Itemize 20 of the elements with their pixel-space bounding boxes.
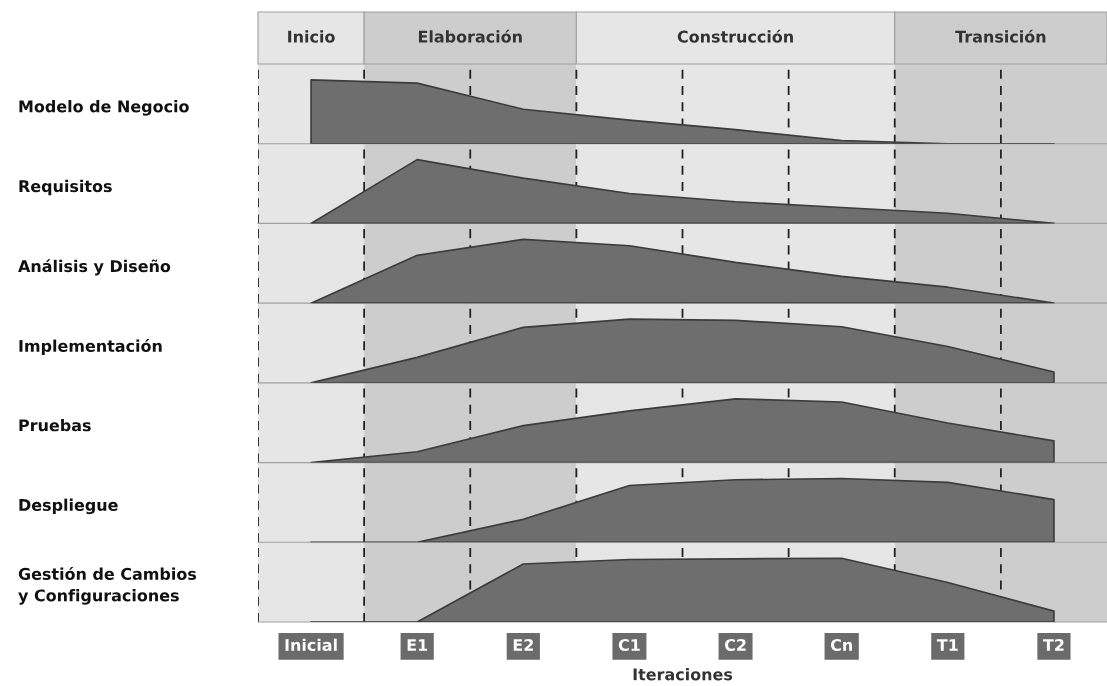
x-tick-label: C1: [618, 638, 640, 652]
y-axis-title: Implementación: [19, 338, 162, 356]
x-tick-label: C2: [724, 638, 746, 652]
x-axis-title: Iteraciones: [633, 668, 733, 681]
band-label: Transición: [955, 29, 1046, 43]
y-axis-title: Requisitos: [19, 179, 112, 196]
band-label: Construcción: [677, 29, 793, 43]
y-axis-title: Despliegue: [19, 498, 118, 515]
x-tick-label: Inicial: [285, 638, 337, 652]
x-tick-label: Cn: [830, 638, 852, 652]
band-label: Inicio: [288, 30, 335, 43]
y-axis-title: Pruebas: [19, 418, 91, 432]
y-axis-title: Análisis y Diseño: [18, 259, 171, 276]
x-tick-label: T1: [936, 639, 958, 651]
x-tick-label: E1: [407, 639, 428, 651]
band-label: Elaboración: [418, 29, 522, 43]
x-tick-label: E2: [513, 638, 533, 651]
y-axis-title: Gestión de Cambios y Configuraciones: [18, 566, 197, 605]
y-axis-title: Modelo de Negocio: [19, 100, 189, 116]
x-tick-label: T2: [1043, 638, 1064, 651]
